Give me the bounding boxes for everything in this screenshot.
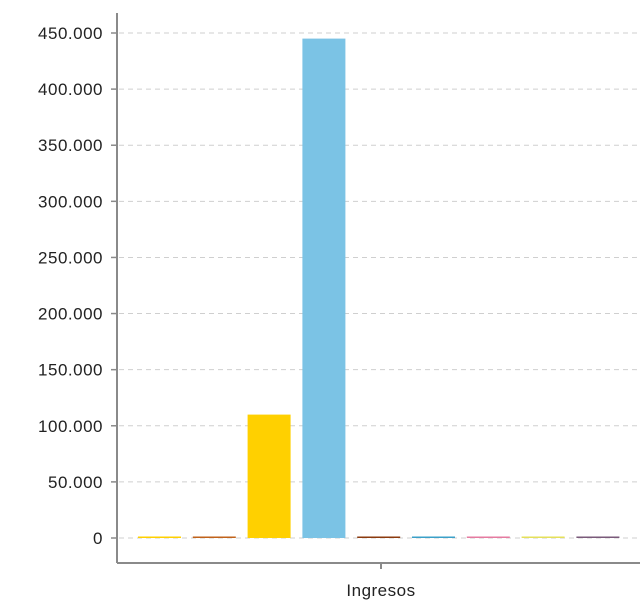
- bar-series-8: [521, 536, 565, 538]
- y-tick-label: 250.000: [38, 248, 103, 267]
- bar-series-1: [138, 536, 181, 538]
- bar-series-7: [466, 536, 510, 538]
- y-tick-label: 400.000: [38, 80, 103, 99]
- bars: [138, 38, 620, 538]
- y-tick-label: 50.000: [48, 473, 103, 492]
- bar-series-6: [412, 536, 455, 538]
- bar-series-2: [192, 536, 236, 538]
- y-tick-label: 300.000: [38, 192, 103, 211]
- bar-series-9: [576, 536, 620, 538]
- gridlines: [111, 32, 640, 539]
- x-category-label: Ingresos: [346, 581, 415, 600]
- bar-series-3: [247, 414, 291, 538]
- y-tick-label: 350.000: [38, 136, 103, 155]
- y-tick-label: 200.000: [38, 305, 103, 324]
- y-tick-label: 0: [93, 529, 103, 548]
- bar-series-5: [357, 536, 401, 538]
- y-tick-label: 450.000: [38, 24, 103, 43]
- bar-series-4: [302, 38, 346, 538]
- y-tick-label: 150.000: [38, 361, 103, 380]
- y-tick-labels: 0 50.000 100.000 150.000 200.000 250.000 300.0…: [38, 24, 103, 548]
- y-tick-label: 100.000: [38, 417, 103, 436]
